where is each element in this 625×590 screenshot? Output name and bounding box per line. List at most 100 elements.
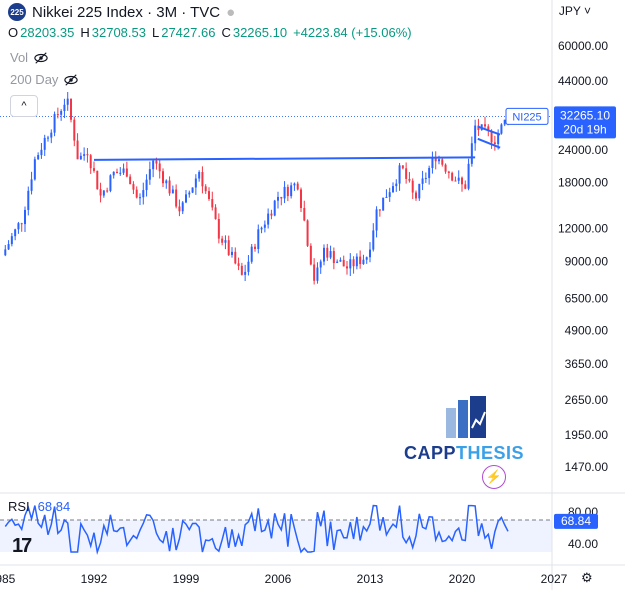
candle-body — [493, 142, 496, 145]
candle-body — [319, 261, 322, 268]
candle-body — [441, 159, 444, 165]
candle-body — [490, 130, 493, 143]
x-tick-label: 1992 — [81, 572, 108, 586]
candle-body — [388, 192, 391, 197]
price-tag-countdown: 20d 19h — [563, 122, 606, 136]
candle-body — [125, 168, 128, 177]
y-tick-label: 44000.00 — [558, 74, 608, 88]
candle-body — [139, 197, 141, 199]
rsi-band — [0, 520, 552, 552]
candle-body — [247, 261, 250, 272]
candle-body — [424, 177, 427, 179]
candle-body — [37, 155, 40, 160]
candle-body — [418, 183, 421, 199]
x-tick-label: 2013 — [357, 572, 384, 586]
candle-body — [20, 223, 23, 225]
y-tick-label: 12000.00 — [558, 222, 608, 236]
candle-body — [63, 104, 66, 112]
y-tick-label: 2650.00 — [565, 393, 609, 407]
candle-body — [181, 202, 184, 212]
y-tick-label: 1470.00 — [565, 460, 609, 474]
candle-body — [339, 259, 342, 262]
indicator-200day[interactable]: 200 Day — [10, 72, 79, 87]
price-tag-value: 32265.10 — [560, 108, 610, 122]
candle-body — [73, 119, 76, 141]
eye-hidden-icon[interactable] — [34, 51, 48, 65]
candle-body — [171, 189, 174, 194]
x-tick-label: 2006 — [265, 572, 292, 586]
candle-body — [96, 170, 99, 190]
candle-body — [283, 186, 286, 199]
candle-body — [40, 149, 43, 156]
capp-thesis-watermark: CAPPTHESIS — [404, 396, 524, 464]
candle-body — [405, 168, 408, 179]
candle-body — [240, 265, 243, 275]
candle-body — [227, 240, 230, 255]
rsi-name[interactable]: RSI — [8, 499, 30, 514]
candle-body — [260, 227, 263, 230]
candle-body — [346, 266, 348, 269]
candle-body — [158, 163, 161, 172]
tradingview-logo[interactable]: 17 — [12, 535, 32, 557]
candle-body — [119, 172, 122, 174]
chart-title[interactable]: Nikkei 225 Index · 3M · TVC — [32, 3, 221, 21]
candle-body — [50, 132, 53, 138]
rsi-value: 68.84 — [37, 499, 71, 514]
y-tick-label: 24000.00 — [558, 143, 608, 157]
flag-trend-line — [477, 125, 501, 136]
candle-body — [326, 247, 329, 258]
candle-body — [352, 259, 355, 267]
currency-selector[interactable]: JPY ˅ — [558, 4, 591, 18]
candle-body — [411, 180, 414, 193]
candle-body — [332, 251, 335, 264]
candle-body — [392, 186, 394, 193]
y-tick-label: 1950.00 — [565, 428, 609, 442]
candle-body — [447, 171, 450, 173]
candle-body — [395, 183, 398, 187]
candle-body — [231, 251, 233, 255]
candle-body — [10, 236, 13, 245]
candle-body — [484, 124, 486, 127]
more-dots-icon[interactable]: ● — [226, 3, 236, 21]
candle-body — [142, 190, 145, 198]
candle-body — [175, 189, 178, 207]
symbol-tag-text: NI225 — [512, 111, 541, 123]
lightning-icon[interactable]: ⚡ — [482, 465, 506, 489]
candle-body — [497, 133, 500, 145]
candle-body — [14, 229, 17, 237]
candle-body — [60, 111, 63, 115]
collapse-legend-button[interactable]: ^ — [10, 95, 38, 117]
candle-body — [93, 168, 95, 171]
candle-body — [470, 143, 473, 164]
candle-body — [359, 256, 362, 265]
ohlc-value: 32708.53 — [91, 25, 146, 40]
candle-body — [178, 206, 181, 212]
indicator-vol[interactable]: Vol — [10, 50, 48, 65]
candle-body — [250, 246, 253, 262]
candle-body — [444, 164, 447, 172]
candle-body — [211, 198, 214, 208]
candle-body — [53, 114, 56, 133]
candle-body — [106, 190, 109, 192]
candle-body — [454, 180, 457, 182]
candle-body — [293, 183, 296, 186]
candle-body — [254, 246, 256, 249]
candle-body — [237, 263, 240, 266]
candle-body — [267, 213, 270, 225]
eye-hidden-icon[interactable] — [64, 73, 79, 87]
candle-body — [273, 200, 276, 216]
candle-body — [428, 168, 431, 178]
gear-icon[interactable]: ⚙ — [581, 570, 593, 585]
candle-body — [461, 177, 463, 185]
candle-body — [487, 126, 490, 131]
ohlc-key: O — [8, 25, 19, 40]
candle-body — [438, 159, 440, 162]
candle-body — [378, 209, 381, 211]
candle-body — [165, 180, 168, 184]
price-tag — [554, 106, 616, 139]
x-tick-label: 1985 — [0, 572, 16, 586]
candle-body — [99, 189, 102, 196]
candle-body — [369, 249, 371, 258]
candle-body — [323, 247, 325, 262]
